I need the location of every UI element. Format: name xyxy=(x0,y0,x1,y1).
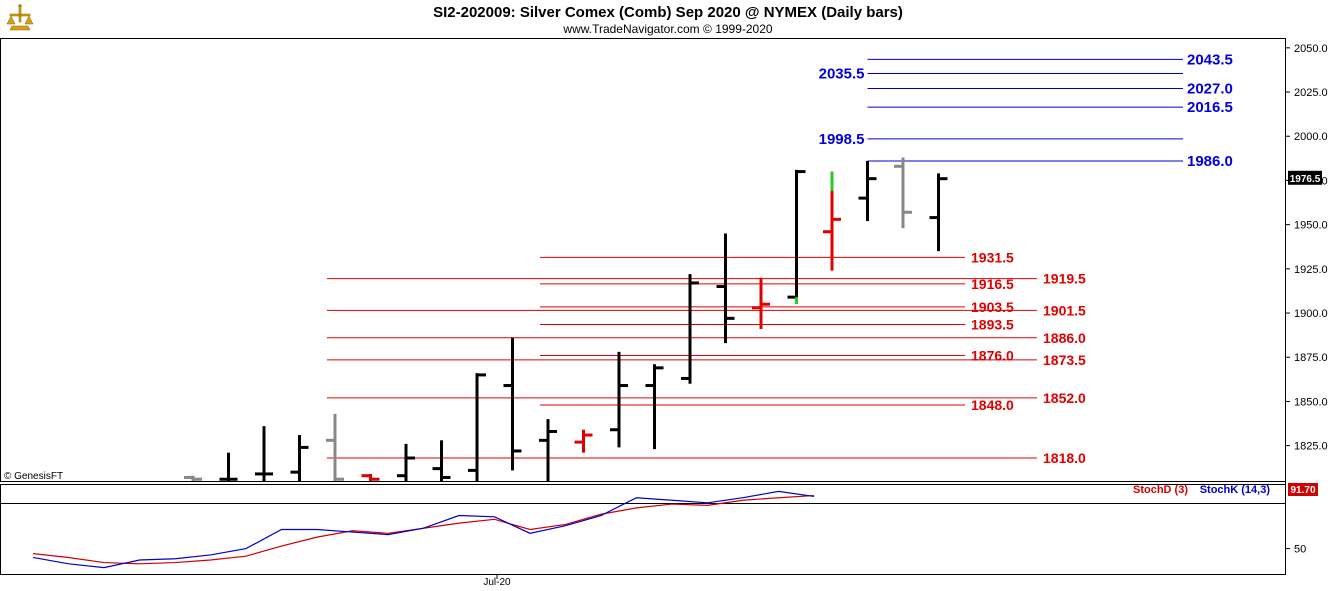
y-tick-label: 1900.0 xyxy=(1294,308,1328,320)
price-panel xyxy=(0,38,1286,482)
red-level-label: 1852.0 xyxy=(1043,390,1086,406)
stoch-tick-label: 50 xyxy=(1294,544,1306,556)
ohlc-bar xyxy=(574,429,593,453)
chart-subtitle: www.TradeNavigator.com © 1999-2020 xyxy=(562,22,772,36)
red-level-label: 1901.5 xyxy=(1043,302,1086,318)
y-tick-label: 1825.0 xyxy=(1294,441,1328,453)
stochastic-lines xyxy=(32,490,815,569)
legend-stochk: StochK (14,3) xyxy=(1200,484,1271,496)
ohlc-bar xyxy=(858,160,877,222)
red-level-label: 1916.5 xyxy=(971,276,1014,292)
ohlc-bar xyxy=(645,364,664,450)
ohlc-bar xyxy=(432,440,451,481)
red-level-label: 1893.5 xyxy=(971,317,1014,333)
logo-icon xyxy=(3,3,34,33)
ohlc-bar xyxy=(929,173,948,252)
red-level-label: 1931.5 xyxy=(971,249,1014,265)
blue-level-label: 2035.5 xyxy=(819,65,865,82)
price-axis: 2050.02025.02000.01975.01950.01925.01900… xyxy=(1285,43,1328,453)
ohlc-bar xyxy=(894,157,912,229)
y-tick-label: 2000.0 xyxy=(1294,131,1328,143)
red-levels: 1931.5 1919.5 1916.5 1903.5 1901.5 1893.5 1886… xyxy=(327,249,1086,466)
blue-level-label: 1998.5 xyxy=(819,131,865,148)
red-level-label: 1818.0 xyxy=(1043,450,1086,466)
ohlc-bar xyxy=(361,473,380,481)
red-level-label: 1848.0 xyxy=(971,397,1014,413)
red-level-label: 1903.5 xyxy=(971,299,1014,315)
last-price-label: 1976.5 xyxy=(1290,174,1321,185)
ohlc-bar xyxy=(681,274,699,384)
ohlc-bar xyxy=(290,435,309,481)
ohlc-bar xyxy=(184,475,202,481)
ohlc-bar xyxy=(326,413,344,481)
ohlc-bar xyxy=(610,351,628,448)
blue-level-label: 1986.0 xyxy=(1187,153,1233,170)
stoch-last-label: 91.70 xyxy=(1290,485,1315,496)
red-level-label: 1886.0 xyxy=(1043,330,1086,346)
y-tick-label: 2025.0 xyxy=(1294,87,1328,99)
copyright-text: © GenesisFT xyxy=(4,471,63,482)
stoch-axis: 50 xyxy=(1285,544,1306,556)
y-tick-label: 1925.0 xyxy=(1294,264,1328,276)
blue-level-label: 2043.5 xyxy=(1187,51,1233,68)
stochk-line xyxy=(32,490,815,569)
ohlc-bar xyxy=(752,277,770,329)
y-tick-label: 1850.0 xyxy=(1294,396,1328,408)
ohlc-bar xyxy=(255,426,273,481)
stoch-last-marker: 91.70 xyxy=(1288,483,1318,496)
y-tick-label: 1875.0 xyxy=(1294,352,1328,364)
red-level-label: 1876.0 xyxy=(971,347,1014,363)
blue-level-label: 2016.5 xyxy=(1187,99,1233,116)
ohlc-bar xyxy=(539,419,557,481)
y-tick-label: 1950.0 xyxy=(1294,220,1328,232)
ohlc-bar xyxy=(503,337,522,471)
y-tick-label: 2050.0 xyxy=(1294,43,1328,55)
red-level-label: 1919.5 xyxy=(1043,271,1086,287)
ohlc-bar xyxy=(468,373,486,481)
x-month-label: Jul-20 xyxy=(483,577,511,588)
ohlc-bar xyxy=(219,452,238,481)
ohlc-bars xyxy=(184,157,948,481)
ohlc-bar xyxy=(397,443,415,481)
chart-title: SI2-202009: Silver Comex (Comb) Sep 2020… xyxy=(433,4,903,21)
last-price-marker: 1976.5 xyxy=(1288,170,1322,185)
legend-stochd: StochD (3) xyxy=(1133,484,1188,496)
blue-level-label: 2027.0 xyxy=(1187,81,1233,98)
ohlc-bar xyxy=(716,233,735,344)
red-level-label: 1873.5 xyxy=(1043,352,1086,368)
